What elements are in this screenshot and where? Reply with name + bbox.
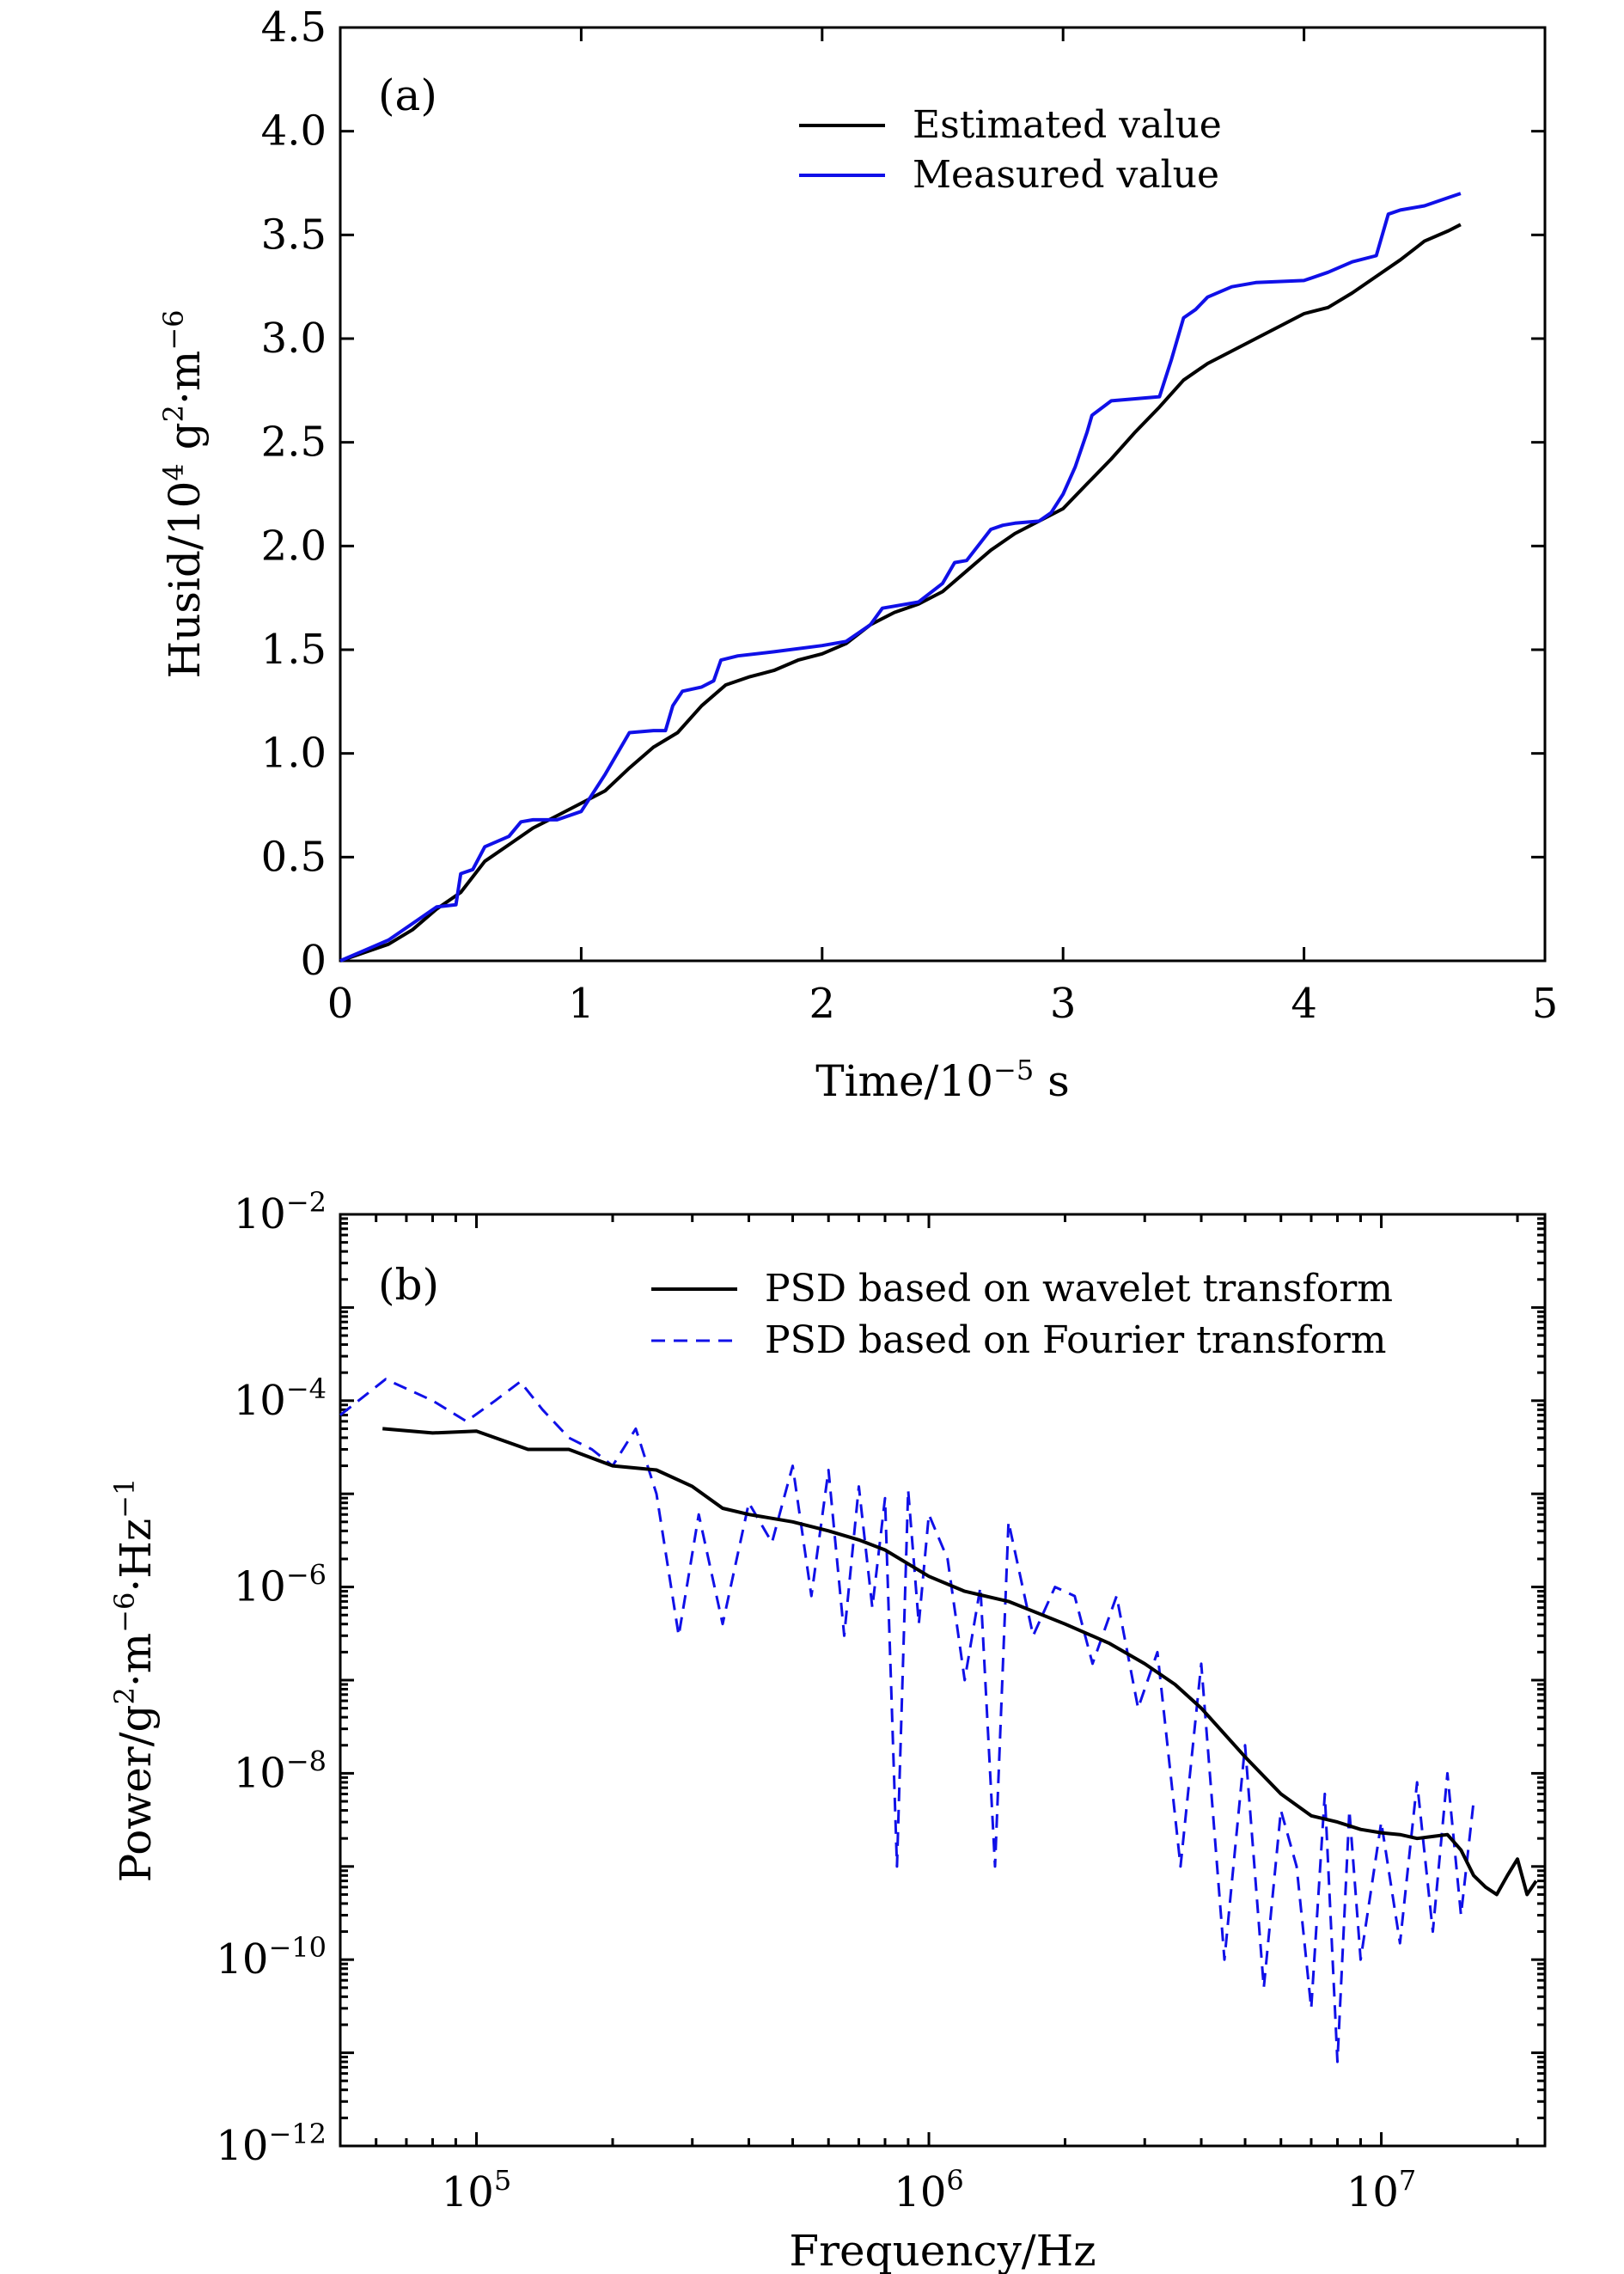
panel-a-y-tick-label: 3.5 xyxy=(261,211,327,259)
panel-b-y-tick-label: 10−8 xyxy=(234,1745,327,1797)
panel-b-ticks: 105 106 107 10−12 10−10 10−8 10−6 10−4 10−2 xyxy=(216,1186,1545,2216)
panel-a-x-tick-label: 4 xyxy=(1291,980,1317,1028)
panel-a-y-tick-label: 3.0 xyxy=(261,315,327,363)
panel-a-x-axis-title: Time/10−5 s xyxy=(815,1054,1070,1106)
panel-a-y-tick-label: 0.5 xyxy=(261,833,327,881)
panel-b-y-axis-title: Power/g2·m−6·Hz−1 xyxy=(108,1478,161,1883)
panel-b-series xyxy=(339,1378,1538,2063)
legend-b-fourier-label: PSD based on Fourier transform xyxy=(765,1318,1387,1362)
series-line-psd-based-on-fourier-transform xyxy=(339,1378,1475,2063)
panel-a-series xyxy=(339,192,1462,963)
legend-b-wavelet-label: PSD based on wavelet transform xyxy=(765,1267,1393,1311)
panel-a-x-tick-label: 5 xyxy=(1532,980,1559,1028)
panel-b-y-tick-label: 10−2 xyxy=(234,1186,327,1238)
panel-b-legend: PSD based on wavelet transform PSD based… xyxy=(651,1267,1393,1362)
panel-a-x-tick-label: 0 xyxy=(327,980,354,1028)
panel-b-y-tick-label: 10−4 xyxy=(234,1372,327,1425)
panel-a-x-tick-label: 2 xyxy=(809,980,836,1028)
panel-a-y-axis-title: Husid/104 g2·m−6 xyxy=(157,309,210,678)
legend-a-estimated-label: Estimated value xyxy=(913,103,1222,147)
panel-b-y-tick-label: 10−10 xyxy=(216,1931,327,1984)
series-line-measured-value xyxy=(339,192,1462,963)
panel-b-x-axis-title: Frequency/Hz xyxy=(789,2226,1096,2274)
panel-a-x-tick-label: 1 xyxy=(568,980,595,1028)
panel-a-label: (a) xyxy=(378,70,437,120)
panel-a-y-tick-label: 4.5 xyxy=(261,3,327,52)
panel-a: 0 1 2 3 4 5 0 0.5 1.0 1.5 2.0 2.5 3.0 3.5 4.0 4.5 (a) E… xyxy=(157,3,1558,1106)
panel-b-y-tick-label: 10−12 xyxy=(216,2118,327,2170)
series-line-estimated-value xyxy=(339,223,1462,963)
panel-a-xlabel-unit: s xyxy=(1034,1056,1070,1106)
panel-a-x-tick-label: 3 xyxy=(1050,980,1077,1028)
panel-a-xlabel-exp: −5 xyxy=(993,1054,1034,1086)
panel-a-legend: Estimated value Measured value xyxy=(799,103,1222,197)
legend-a-measured-label: Measured value xyxy=(913,153,1219,197)
series-line-psd-based-on-wavelet-transform xyxy=(382,1427,1538,1897)
panel-a-frame xyxy=(339,26,1547,963)
panel-a-y-tick-label: 1.5 xyxy=(261,626,327,674)
panel-b-x-tick-label: 105 xyxy=(442,2164,511,2216)
panel-a-y-tick-label: 2.0 xyxy=(261,522,327,570)
panel-a-ticks: 0 1 2 3 4 5 0 0.5 1.0 1.5 2.0 2.5 3.0 3.5 4.0 4.5 xyxy=(261,3,1559,1028)
panel-a-y-tick-label: 0 xyxy=(300,937,327,985)
panel-a-xlabel-base: Time/10 xyxy=(815,1056,993,1106)
panel-b-label: (b) xyxy=(378,1260,439,1310)
panel-a-y-tick-label: 1.0 xyxy=(261,730,327,778)
panel-b-x-tick-label: 107 xyxy=(1346,2164,1416,2216)
panel-b-y-tick-label: 10−6 xyxy=(234,1559,327,1611)
panel-b-x-tick-label: 106 xyxy=(894,2164,963,2216)
panel-a-y-tick-label: 4.0 xyxy=(261,107,327,156)
panel-a-y-tick-label: 2.5 xyxy=(261,419,327,467)
